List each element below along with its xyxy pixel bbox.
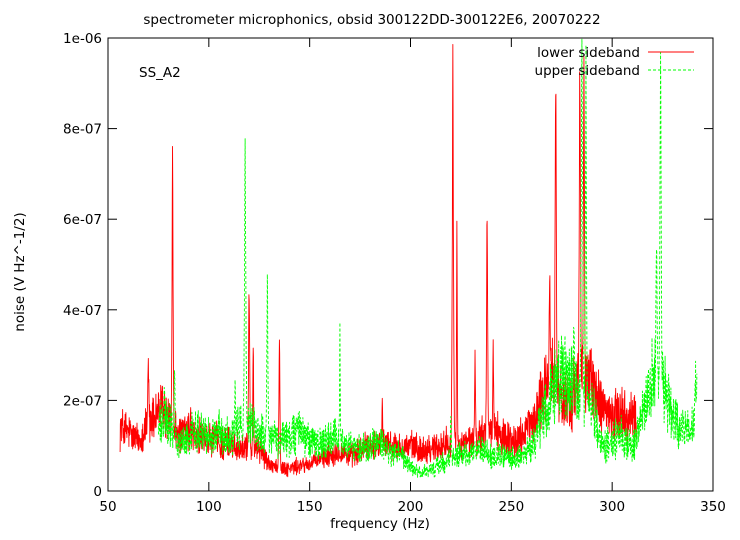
x-tick-label: 250 xyxy=(498,499,524,515)
x-tick-label: 100 xyxy=(196,499,222,515)
x-tick-label: 200 xyxy=(398,499,424,515)
x-axis-label: frequency (Hz) xyxy=(330,516,430,532)
legend-label: upper sideband xyxy=(535,63,640,79)
series-line-lower-sideband xyxy=(119,44,637,478)
x-tick-label: 150 xyxy=(297,499,323,515)
y-tick-label: 8e-07 xyxy=(63,122,102,138)
panel-annotation: SS_A2 xyxy=(139,65,181,81)
y-tick-label: 0 xyxy=(93,484,102,500)
y-tick-label: 1e-06 xyxy=(63,31,102,47)
y-tick-label: 6e-07 xyxy=(63,212,102,228)
y-tick-label: 2e-07 xyxy=(63,393,102,409)
y-axis: 0 2e-07 4e-07 6e-07 8e-07 1e-06 xyxy=(63,31,713,500)
chart-title: spectrometer microphonics, obsid 300122D… xyxy=(143,12,600,28)
x-tick-label: 50 xyxy=(99,499,116,515)
series-layer xyxy=(119,38,698,478)
x-tick-label: 300 xyxy=(599,499,625,515)
x-axis: 50 100 150 200 250 300 350 xyxy=(99,38,726,515)
x-tick-label: 350 xyxy=(700,499,726,515)
series-line-upper-sideband xyxy=(157,38,698,478)
legend-label: lower sideband xyxy=(537,45,640,61)
legend: lower sideband upper sideband xyxy=(535,45,694,79)
y-axis-label: noise (V Hz^-1/2) xyxy=(12,212,28,331)
y-tick-label: 4e-07 xyxy=(63,303,102,319)
